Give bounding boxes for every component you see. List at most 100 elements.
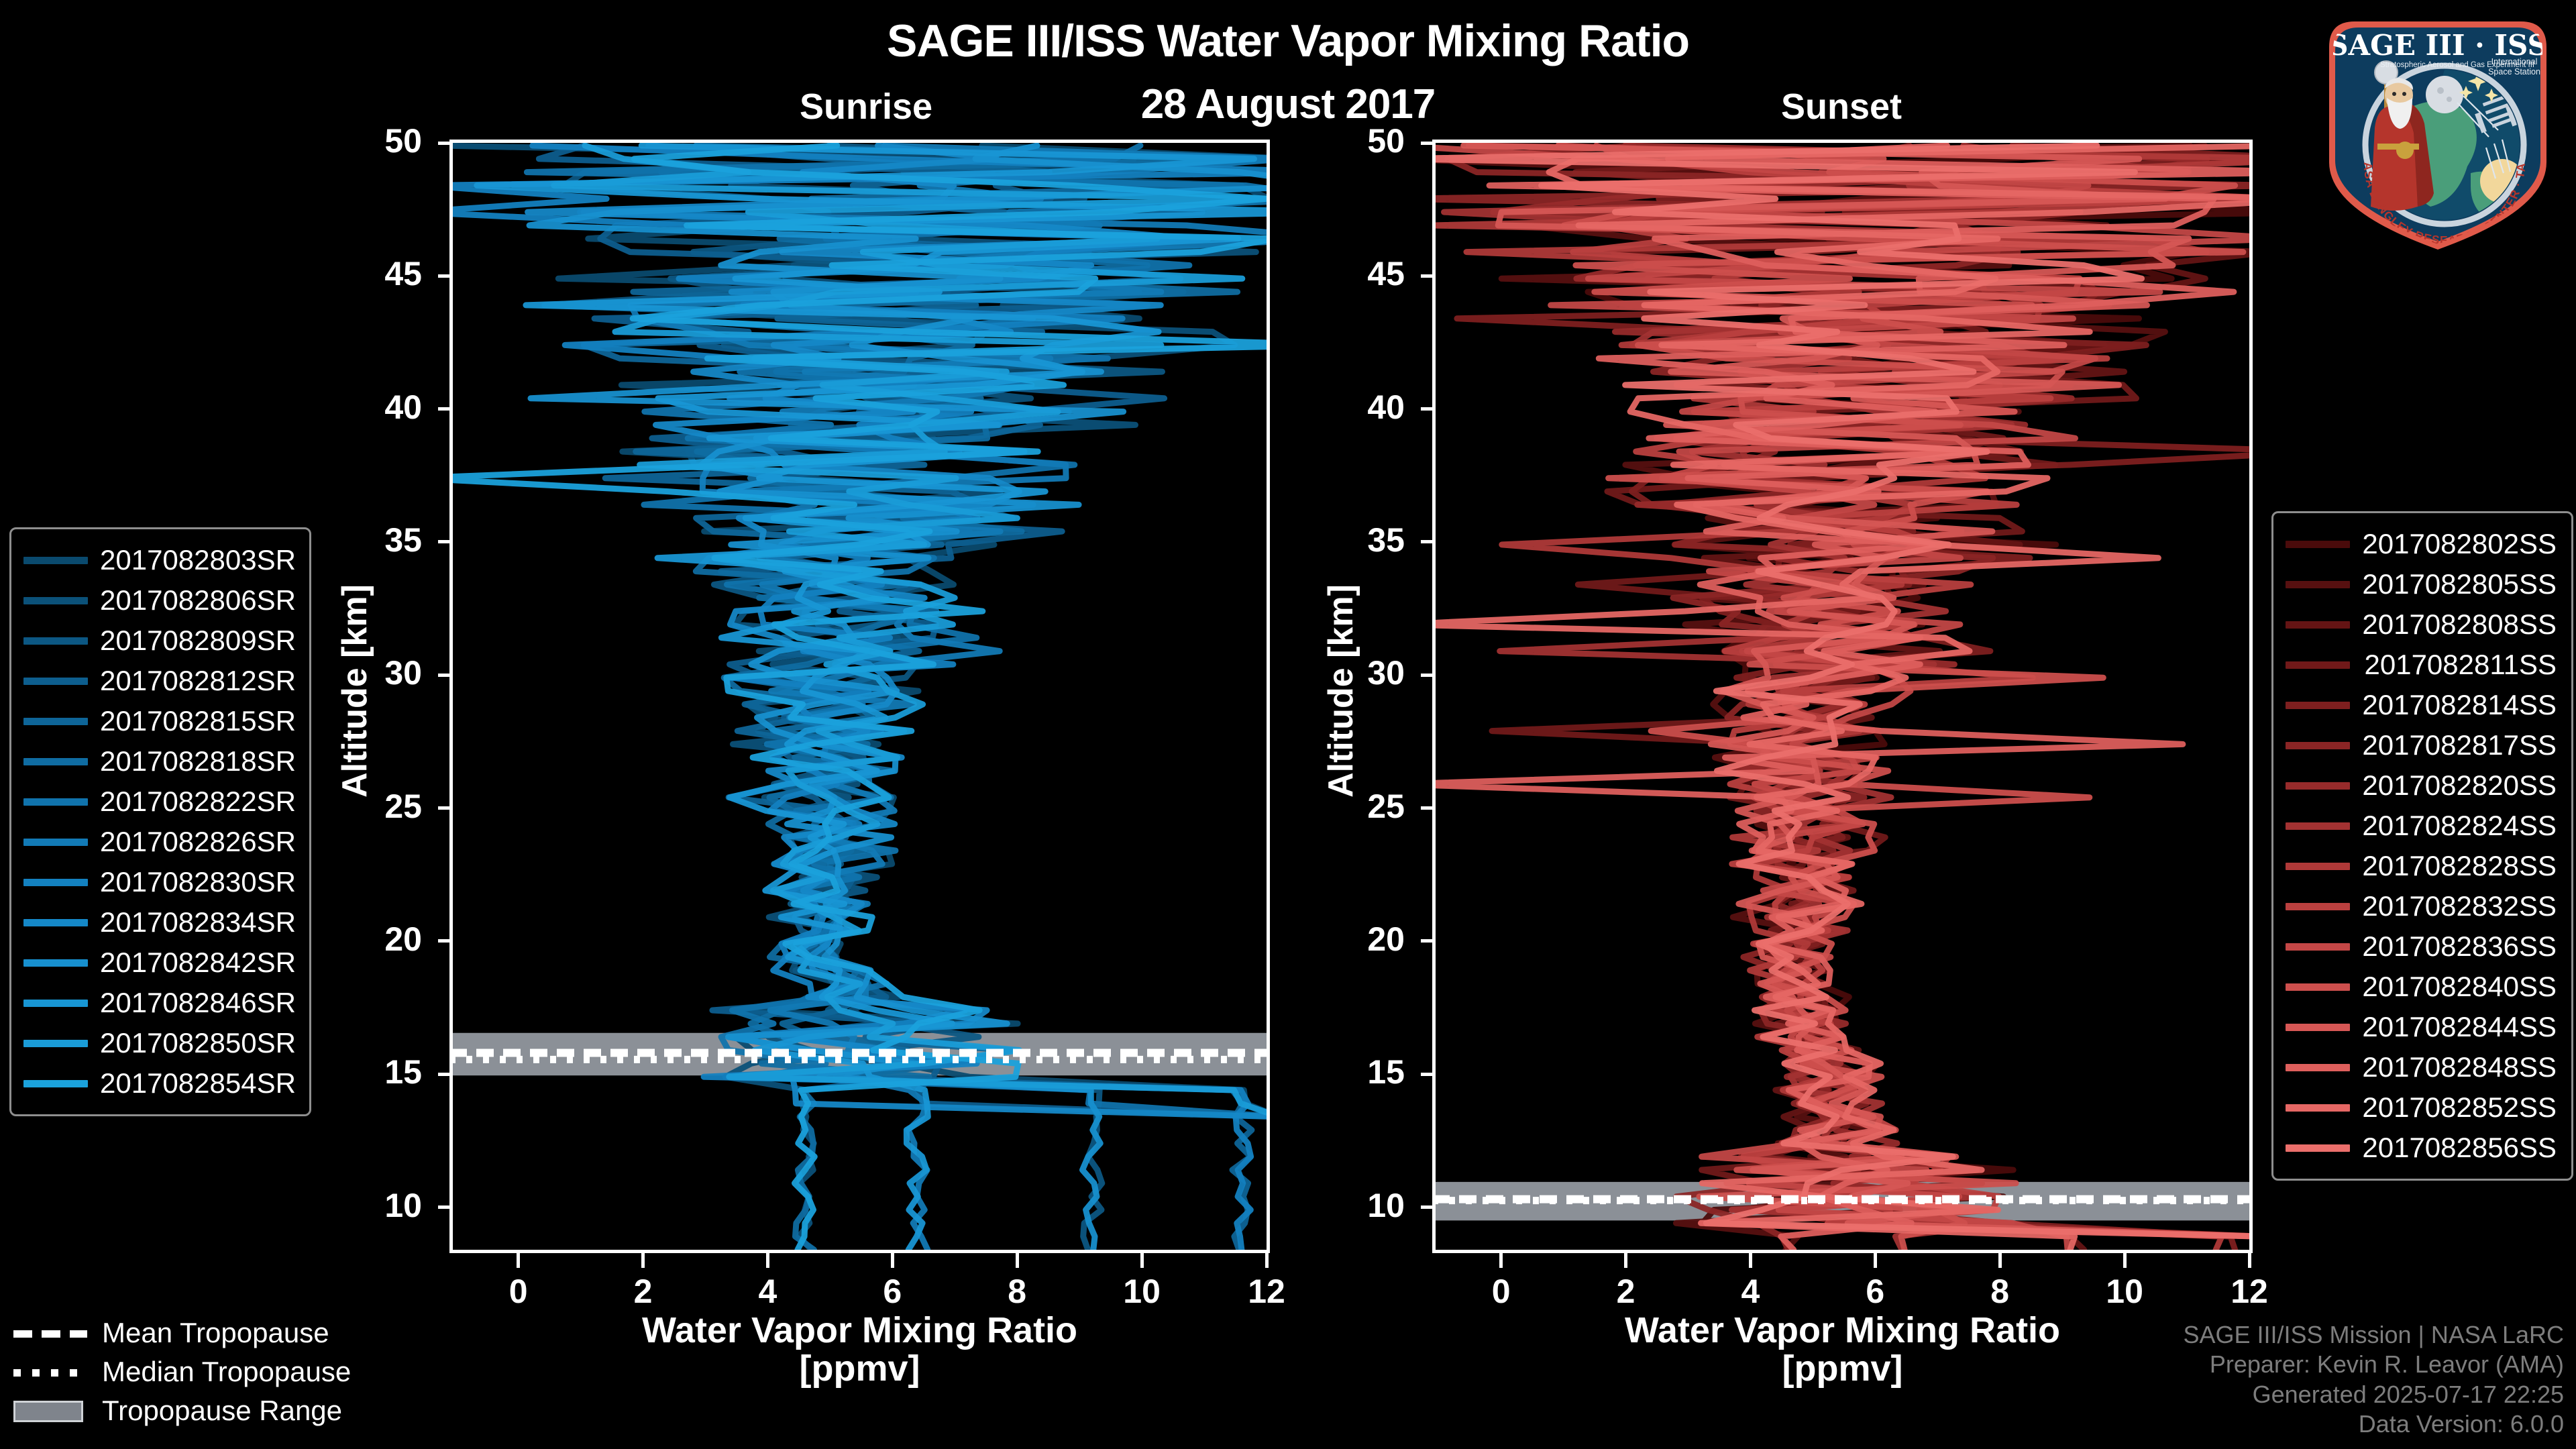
legend-item-2017082803SR[interactable]: 2017082803SR: [23, 540, 296, 580]
legend-swatch-2017082803SR: [23, 556, 88, 564]
legend-item-2017082842SR[interactable]: 2017082842SR: [23, 943, 296, 983]
tropopause-legend-label: Tropopause Range: [102, 1395, 343, 1426]
profile-line-2017082854SR: [453, 143, 1267, 1250]
legend-swatch-2017082826SR: [23, 838, 88, 846]
legend-label-2017082856SS: 2017082856SS: [2362, 1132, 2557, 1163]
legend-swatch-2017082830SR: [23, 878, 88, 886]
legend-item-2017082812SR[interactable]: 2017082812SR: [23, 661, 296, 701]
legend-item-2017082814SS[interactable]: 2017082814SS: [2286, 685, 2557, 725]
legend-item-2017082808SS[interactable]: 2017082808SS: [2286, 604, 2557, 645]
legend-label-2017082806SR: 2017082806SR: [100, 584, 296, 616]
legend-item-2017082817SS[interactable]: 2017082817SS: [2286, 725, 2557, 765]
legend-label-2017082842SR: 2017082842SR: [100, 947, 296, 978]
legend-item-2017082840SS[interactable]: 2017082840SS: [2286, 967, 2557, 1007]
sunset-xtick-label-6: 6: [1866, 1273, 1885, 1310]
sunset-xtick-mark-2: [1623, 1253, 1627, 1268]
sunrise-ytick-mark-10: [438, 1205, 453, 1210]
sunrise-ytick-label-50: 50: [384, 122, 422, 160]
legend-swatch-2017082820SS: [2286, 782, 2350, 790]
legend-item-2017082806SR[interactable]: 2017082806SR: [23, 580, 296, 621]
sunrise-xtick-mark-0: [517, 1253, 521, 1268]
sunrise-panel-heading: Sunrise: [799, 87, 933, 127]
sunset-event-legend[interactable]: 2017082802SS 2017082805SS 2017082808SS 2017…: [2271, 511, 2573, 1181]
sunrise-ytick-label-30: 30: [384, 654, 422, 692]
legend-swatch-2017082812SR: [23, 677, 88, 685]
mean-tropopause-dash-icon: [13, 1322, 87, 1344]
legend-item-2017082830SR[interactable]: 2017082830SR: [23, 862, 296, 902]
legend-item-2017082832SS[interactable]: 2017082832SS: [2286, 886, 2557, 926]
sunrise-xtick-label-8: 8: [1008, 1273, 1027, 1310]
legend-item-2017082848SS[interactable]: 2017082848SS: [2286, 1047, 2557, 1087]
patch-subtitle-right-2: Space Station: [2488, 67, 2540, 76]
legend-item-2017082854SR[interactable]: 2017082854SR: [23, 1063, 296, 1104]
sunrise-ytick-mark-30: [438, 673, 453, 677]
sunrise-x-axis-title-line1: Water Vapor Mixing Ratio: [641, 1310, 1078, 1350]
tropopause-legend-item: Mean Tropopause: [13, 1313, 362, 1352]
sunset-x-axis-title: Water Vapor Mixing Ratio [ppmv]: [1432, 1311, 2253, 1388]
legend-swatch-2017082805SS: [2286, 580, 2350, 588]
sunset-xtick-mark-0: [1499, 1253, 1503, 1268]
legend-item-2017082852SS[interactable]: 2017082852SS: [2286, 1087, 2557, 1128]
legend-item-2017082802SS[interactable]: 2017082802SS: [2286, 524, 2557, 564]
legend-label-2017082848SS: 2017082848SS: [2362, 1051, 2557, 1083]
sunset-xtick-label-2: 2: [1616, 1273, 1635, 1310]
legend-item-2017082850SR[interactable]: 2017082850SR: [23, 1023, 296, 1063]
sunrise-profile-lines: [453, 143, 1267, 1250]
sunset-xtick-mark-12: [2247, 1253, 2251, 1268]
legend-item-2017082846SR[interactable]: 2017082846SR: [23, 983, 296, 1023]
legend-label-2017082824SS: 2017082824SS: [2362, 810, 2557, 841]
tropopause-legend-item: Median Tropopause: [13, 1352, 362, 1391]
legend-label-2017082822SR: 2017082822SR: [100, 786, 296, 817]
sunset-ytick-mark-50: [1421, 141, 1436, 145]
legend-item-2017082818SR[interactable]: 2017082818SR: [23, 741, 296, 782]
legend-swatch-2017082852SS: [2286, 1104, 2350, 1112]
legend-item-2017082834SR[interactable]: 2017082834SR: [23, 902, 296, 943]
legend-item-2017082844SS[interactable]: 2017082844SS: [2286, 1007, 2557, 1047]
sunset-xtick-label-10: 10: [2106, 1273, 2143, 1310]
sunset-ytick-mark-35: [1421, 540, 1436, 544]
credit-line: Generated 2025-07-17 22:25: [2252, 1380, 2564, 1408]
legend-item-2017082828SS[interactable]: 2017082828SS: [2286, 846, 2557, 886]
sunrise-ytick-mark-50: [438, 141, 453, 145]
legend-label-2017082815SR: 2017082815SR: [100, 705, 296, 737]
legend-item-2017082856SS[interactable]: 2017082856SS: [2286, 1128, 2557, 1168]
legend-label-2017082809SR: 2017082809SR: [100, 625, 296, 656]
sunset-ytick-mark-20: [1421, 939, 1436, 943]
legend-item-2017082822SR[interactable]: 2017082822SR: [23, 782, 296, 822]
legend-swatch-2017082822SR: [23, 798, 88, 806]
legend-swatch-2017082815SR: [23, 717, 88, 725]
legend-item-2017082805SS[interactable]: 2017082805SS: [2286, 564, 2557, 604]
tropopause-legend-label: Median Tropopause: [102, 1356, 352, 1387]
sunrise-xtick-mark-10: [1140, 1253, 1144, 1268]
sunset-ytick-label-20: 20: [1367, 920, 1405, 958]
sunset-ytick-mark-15: [1421, 1072, 1436, 1076]
legend-label-2017082818SR: 2017082818SR: [100, 745, 296, 777]
legend-label-2017082808SS: 2017082808SS: [2362, 608, 2557, 640]
legend-label-2017082826SR: 2017082826SR: [100, 826, 296, 857]
legend-item-2017082824SS[interactable]: 2017082824SS: [2286, 806, 2557, 846]
sunrise-event-legend[interactable]: 2017082803SR 2017082806SR 2017082809SR 2017…: [9, 527, 311, 1116]
legend-label-2017082844SS: 2017082844SS: [2362, 1011, 2557, 1042]
legend-item-2017082826SR[interactable]: 2017082826SR: [23, 822, 296, 862]
sunrise-ytick-mark-25: [438, 806, 453, 810]
legend-label-2017082852SS: 2017082852SS: [2362, 1091, 2557, 1123]
sunset-xtick-label-0: 0: [1491, 1273, 1511, 1310]
sunset-ytick-mark-40: [1421, 407, 1436, 411]
patch-title-text: SAGE III · ISS: [2328, 29, 2548, 62]
credit-line: Data Version: 6.0.0: [2358, 1410, 2564, 1438]
legend-label-2017082812SR: 2017082812SR: [100, 665, 296, 696]
median-tropopause-dot-icon: [13, 1360, 87, 1383]
patch-subtitle-right-1: International: [2491, 57, 2538, 66]
legend-swatch-2017082809SR: [23, 637, 88, 645]
legend-label-2017082828SS: 2017082828SS: [2362, 850, 2557, 881]
legend-label-2017082832SS: 2017082832SS: [2362, 890, 2557, 922]
legend-item-2017082820SS[interactable]: 2017082820SS: [2286, 765, 2557, 806]
legend-swatch-2017082848SS: [2286, 1063, 2350, 1071]
legend-swatch-2017082806SR: [23, 596, 88, 604]
legend-item-2017082809SR[interactable]: 2017082809SR: [23, 621, 296, 661]
sunrise-xtick-label-4: 4: [758, 1273, 777, 1310]
legend-label-2017082820SS: 2017082820SS: [2362, 769, 2557, 801]
legend-item-2017082836SS[interactable]: 2017082836SS: [2286, 926, 2557, 967]
legend-item-2017082811SS[interactable]: 2017082811SS: [2286, 645, 2557, 685]
legend-item-2017082815SR[interactable]: 2017082815SR: [23, 701, 296, 741]
